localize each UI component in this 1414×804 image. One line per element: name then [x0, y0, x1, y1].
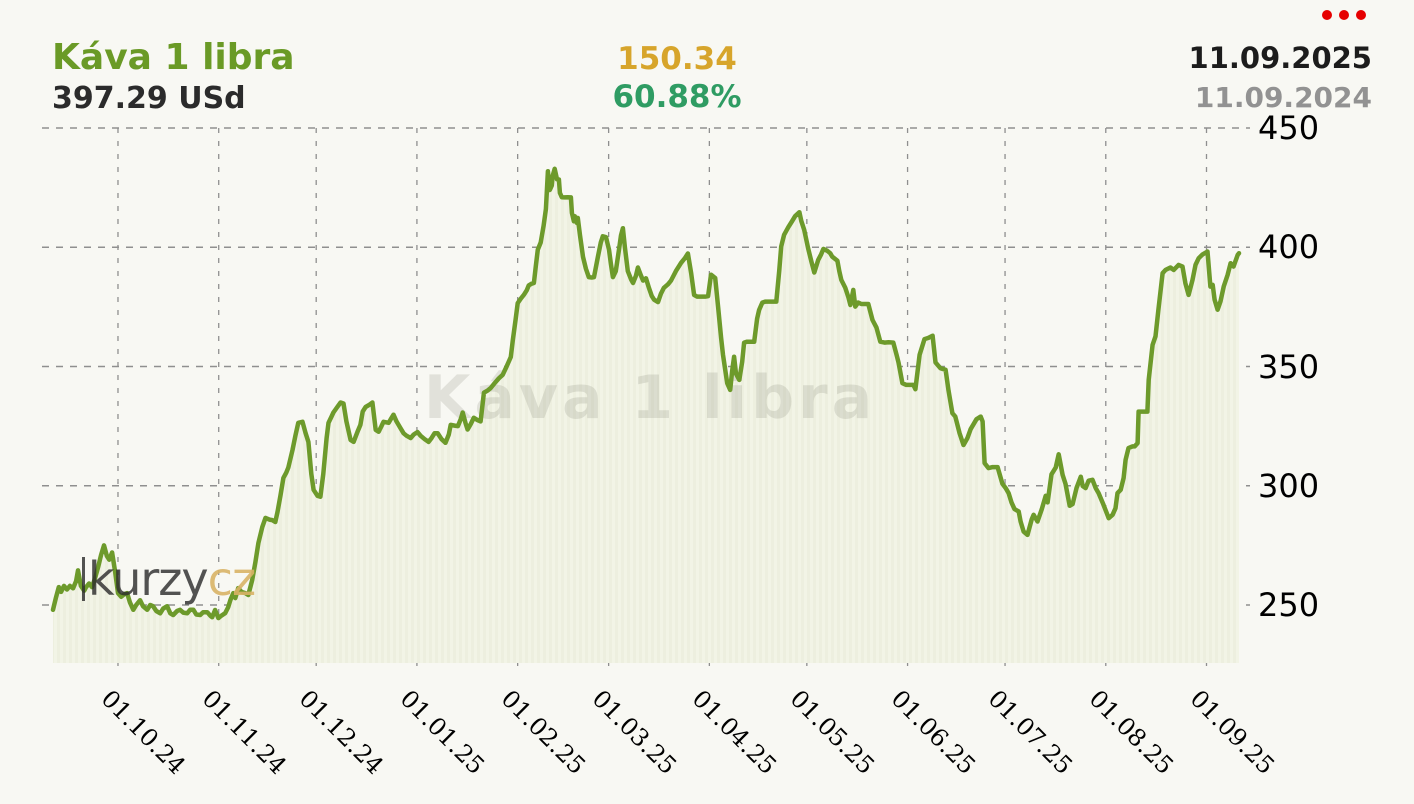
series-area: [53, 168, 1239, 664]
chart-watermark: Káva 1 libra: [424, 363, 876, 433]
y-axis-label: 300: [1258, 466, 1320, 505]
current-price: 397.29 USd: [52, 81, 246, 116]
logo-bar: [82, 557, 85, 601]
y-axis-label: 450: [1258, 109, 1320, 147]
logo-suffix: cz: [207, 552, 256, 606]
menu-dots-icon[interactable]: [1322, 10, 1366, 22]
change-absolute: 150.34: [617, 41, 737, 77]
date-current: 11.09.2025: [1188, 41, 1372, 75]
menu-dot: [1339, 10, 1349, 20]
date-year-ago: 11.09.2024: [1194, 81, 1372, 114]
menu-dot: [1322, 10, 1332, 20]
change-percent: 60.88%: [612, 79, 742, 115]
series-line: [50, 166, 1242, 621]
y-axis-label: 400: [1258, 228, 1320, 267]
instrument-title[interactable]: Káva 1 libra: [52, 37, 295, 78]
y-axis-label: 250: [1258, 586, 1320, 624]
y-axis-label: 350: [1258, 347, 1320, 386]
logo-text: kurzy: [88, 552, 209, 606]
kurzycz-logo: kurzycz: [82, 556, 256, 602]
menu-dot: [1356, 10, 1366, 20]
